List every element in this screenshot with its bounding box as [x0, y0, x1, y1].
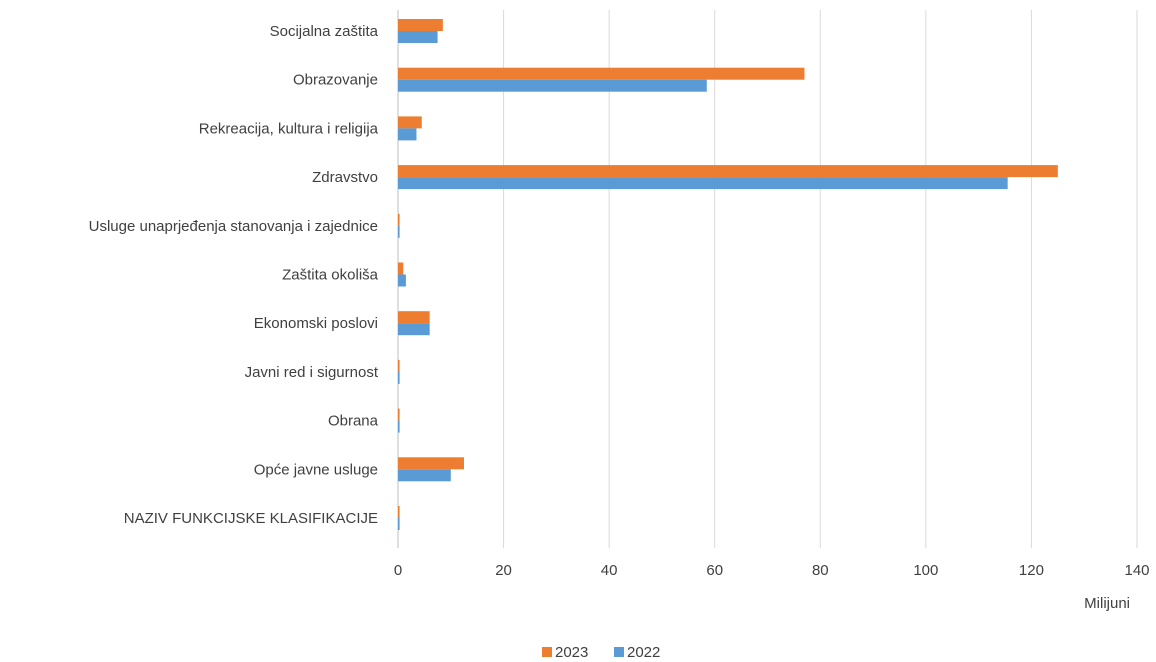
- bar-2022: [398, 469, 451, 482]
- bar-2022: [398, 128, 417, 141]
- gridlines: [397, 10, 1138, 548]
- legend: 2023 2022: [542, 644, 660, 661]
- x-tick-label: 80: [812, 562, 829, 579]
- x-tick-label: 120: [1019, 562, 1044, 579]
- bar-2023: [398, 359, 400, 372]
- category-labels: Socijalna zaštita Obrazovanje Rekreacija, …: [89, 23, 379, 527]
- bar-2023: [398, 67, 805, 80]
- category-label: Usluge unaprjeđenja stanovanja i zajedni…: [89, 218, 378, 235]
- bar-2023: [398, 506, 400, 518]
- bar-2023: [398, 262, 404, 275]
- category-label: NAZIV FUNKCIJSKE KLASIFIKACIJE: [124, 510, 378, 527]
- x-tick-labels: 0 20 40 60 80 100 120 140: [394, 562, 1150, 579]
- category-label: Obrana: [328, 413, 379, 430]
- bar-2023: [398, 408, 400, 421]
- x-tick-label: 60: [706, 562, 723, 579]
- bar-2022: [398, 177, 1008, 190]
- bar-2023: [398, 19, 443, 31]
- x-tick-label: 140: [1124, 562, 1149, 579]
- category-label: Ekonomski poslovi: [254, 315, 378, 332]
- x-unit-label: Milijuni: [1084, 595, 1130, 612]
- category-label: Zaštita okoliša: [282, 267, 379, 284]
- x-tick-label: 100: [913, 562, 938, 579]
- bar-2022: [398, 323, 430, 336]
- category-label: Zdravstvo: [312, 169, 378, 186]
- bar-2022: [398, 225, 400, 238]
- legend-swatch-2023: [542, 647, 552, 657]
- bar-2022: [398, 420, 400, 433]
- category-label: Opće javne usluge: [254, 461, 378, 478]
- legend-swatch-2022: [614, 647, 624, 657]
- bar-2023: [398, 165, 1058, 178]
- bar-2023: [398, 116, 422, 129]
- bar-2022: [398, 79, 707, 92]
- bar-2022: [398, 274, 406, 287]
- bar-2022: [398, 31, 438, 43]
- category-label: Socijalna zaštita: [270, 23, 379, 40]
- category-label: Javni red i sigurnost: [245, 364, 379, 381]
- bar-2023: [398, 457, 464, 470]
- bar-2023: [398, 213, 400, 226]
- x-tick-label: 0: [394, 562, 402, 579]
- legend-label-2022: 2022: [627, 644, 660, 661]
- bars: [398, 19, 1058, 530]
- x-tick-label: 40: [601, 562, 618, 579]
- legend-label-2023: 2023: [555, 644, 588, 661]
- bar-2022: [398, 518, 400, 530]
- category-label: Obrazovanje: [293, 72, 378, 89]
- category-label: Rekreacija, kultura i religija: [199, 120, 379, 137]
- x-tick-label: 20: [495, 562, 512, 579]
- bar-2022: [398, 371, 400, 384]
- bar-2023: [398, 311, 430, 324]
